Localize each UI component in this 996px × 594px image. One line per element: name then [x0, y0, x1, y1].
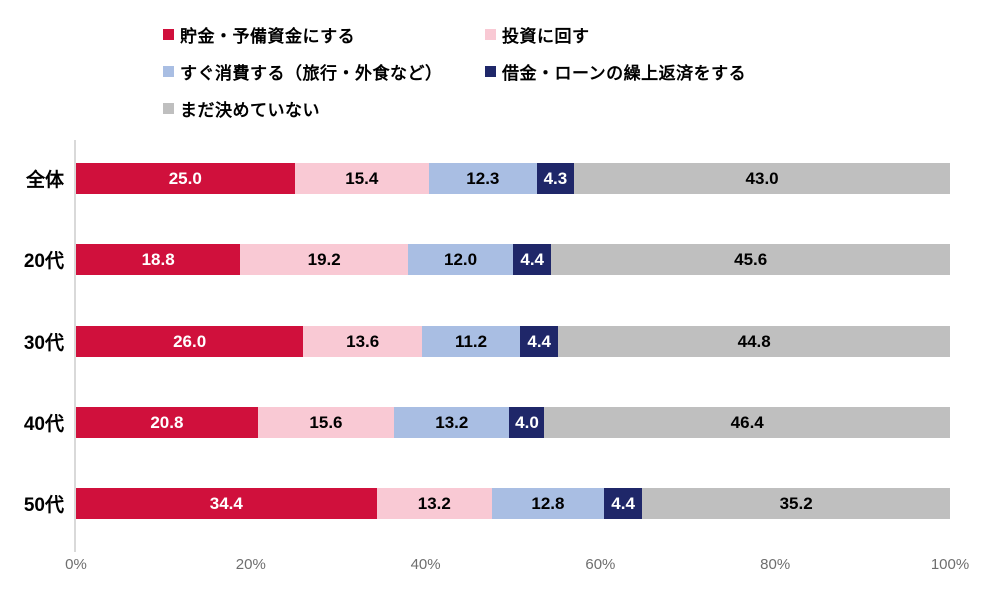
legend-swatch-icon [163, 29, 174, 40]
bar-segment: 12.0 [408, 244, 513, 275]
value-label: 20.8 [150, 413, 184, 432]
bar-segment: 25.0 [76, 163, 295, 194]
bar-row: 26.0 13.6 11.2 4.4 44.8 [76, 326, 950, 357]
value-label: 4.4 [520, 250, 545, 269]
legend-item: 借金・ローンの繰上返済をする [485, 59, 746, 84]
legend-swatch-icon [485, 66, 496, 77]
bar-segment: 15.6 [257, 407, 395, 438]
bar-segment: 18.8 [76, 244, 241, 275]
legend-label: 投資に回す [502, 27, 590, 46]
bar-row: 20.8 15.6 13.2 4.0 46.4 [76, 407, 950, 438]
legend-label: すぐ消費する（旅行・外食など） [180, 64, 443, 83]
value-label: 34.4 [209, 494, 243, 513]
bar-segment: 13.2 [376, 488, 492, 519]
value-label: 26.0 [173, 332, 207, 351]
value-label: 19.2 [307, 250, 341, 269]
value-label: 43.0 [745, 169, 779, 188]
value-label: 4.4 [527, 332, 552, 351]
x-axis-tick-label: 0% [65, 556, 87, 573]
bar-segment: 20.8 [76, 407, 258, 438]
legend-label: まだ決めていない [180, 101, 320, 120]
category-label: 全体 [25, 170, 64, 191]
value-label: 12.8 [531, 494, 565, 513]
bar-segment: 45.6 [551, 244, 950, 275]
y-axis-line [74, 140, 76, 552]
bar-segment: 11.2 [422, 326, 520, 357]
value-label: 4.4 [611, 494, 635, 513]
bar-segment: 13.6 [303, 326, 423, 357]
value-label: 15.6 [309, 413, 343, 432]
legend-item: 貯金・予備資金にする [163, 22, 485, 47]
legend: 貯金・予備資金にする 投資に回すすぐ消費する（旅行・外食など） 借金・ローンの繰上返… [163, 16, 746, 127]
x-axis-tick-label: 20% [235, 556, 266, 573]
legend-swatch-icon [485, 29, 496, 40]
legend-label: 借金・ローンの繰上返済をする [502, 64, 747, 83]
bar-row: 18.8 19.2 12.0 4.4 45.6 [76, 244, 950, 275]
value-label: 25.0 [168, 169, 202, 188]
value-label: 4.0 [515, 413, 539, 432]
value-label: 45.6 [734, 250, 768, 269]
category-label: 40代 [23, 414, 64, 435]
bar-segment: 12.3 [429, 163, 537, 194]
value-label: 18.8 [141, 250, 175, 269]
legend-item: まだ決めていない [163, 96, 485, 121]
bar-segment: 46.4 [544, 407, 950, 438]
value-label: 13.6 [346, 332, 380, 351]
legend-item: 投資に回す [485, 22, 746, 47]
x-axis-tick-label: 40% [410, 556, 441, 573]
value-label: 12.3 [466, 169, 500, 188]
bar-segment: 12.8 [492, 488, 604, 519]
bar-segment: 19.2 [240, 244, 409, 275]
value-label: 13.2 [417, 494, 451, 513]
value-label: 13.2 [435, 413, 469, 432]
bar-segment: 44.8 [558, 326, 950, 357]
bar-segment: 4.3 [536, 163, 575, 194]
bar-row: 34.4 13.2 12.8 4.4 35.2 [76, 488, 950, 519]
bar-segment: 26.0 [76, 326, 304, 357]
bar-segment: 34.4 [76, 488, 377, 519]
bar-segment: 4.0 [509, 407, 545, 438]
value-label: 12.0 [443, 250, 478, 269]
bar-row: 25.0 15.4 12.3 4.3 43.0 [76, 163, 950, 194]
category-label: 50代 [23, 495, 64, 516]
legend-item: すぐ消費する（旅行・外食など） [163, 59, 485, 84]
bar-segment: 13.2 [394, 407, 510, 438]
legend-label: 貯金・予備資金にする [180, 27, 356, 46]
legend-swatch-icon [163, 103, 174, 114]
x-axis: 0% 20% 40% 60% 80% 100% [0, 556, 996, 578]
value-label: 46.4 [730, 413, 764, 432]
legend-swatch-icon [163, 66, 174, 77]
bar-segment: 43.0 [574, 163, 950, 194]
bar-segment: 15.4 [294, 163, 430, 194]
value-label: 35.2 [779, 494, 813, 513]
value-label: 4.3 [543, 169, 568, 188]
bar-segment: 4.4 [603, 488, 643, 519]
bar-segment: 4.4 [519, 326, 559, 357]
x-axis-tick-label: 60% [585, 556, 616, 573]
x-axis-tick-label: 100% [930, 556, 970, 573]
x-axis-tick-label: 80% [760, 556, 791, 573]
value-label: 11.2 [454, 332, 488, 351]
bar-segment: 4.4 [512, 244, 552, 275]
value-label: 15.4 [345, 169, 379, 188]
category-label: 20代 [23, 251, 64, 272]
value-label: 44.8 [737, 332, 771, 351]
category-label: 30代 [23, 333, 64, 354]
bar-segment: 35.2 [642, 488, 950, 519]
